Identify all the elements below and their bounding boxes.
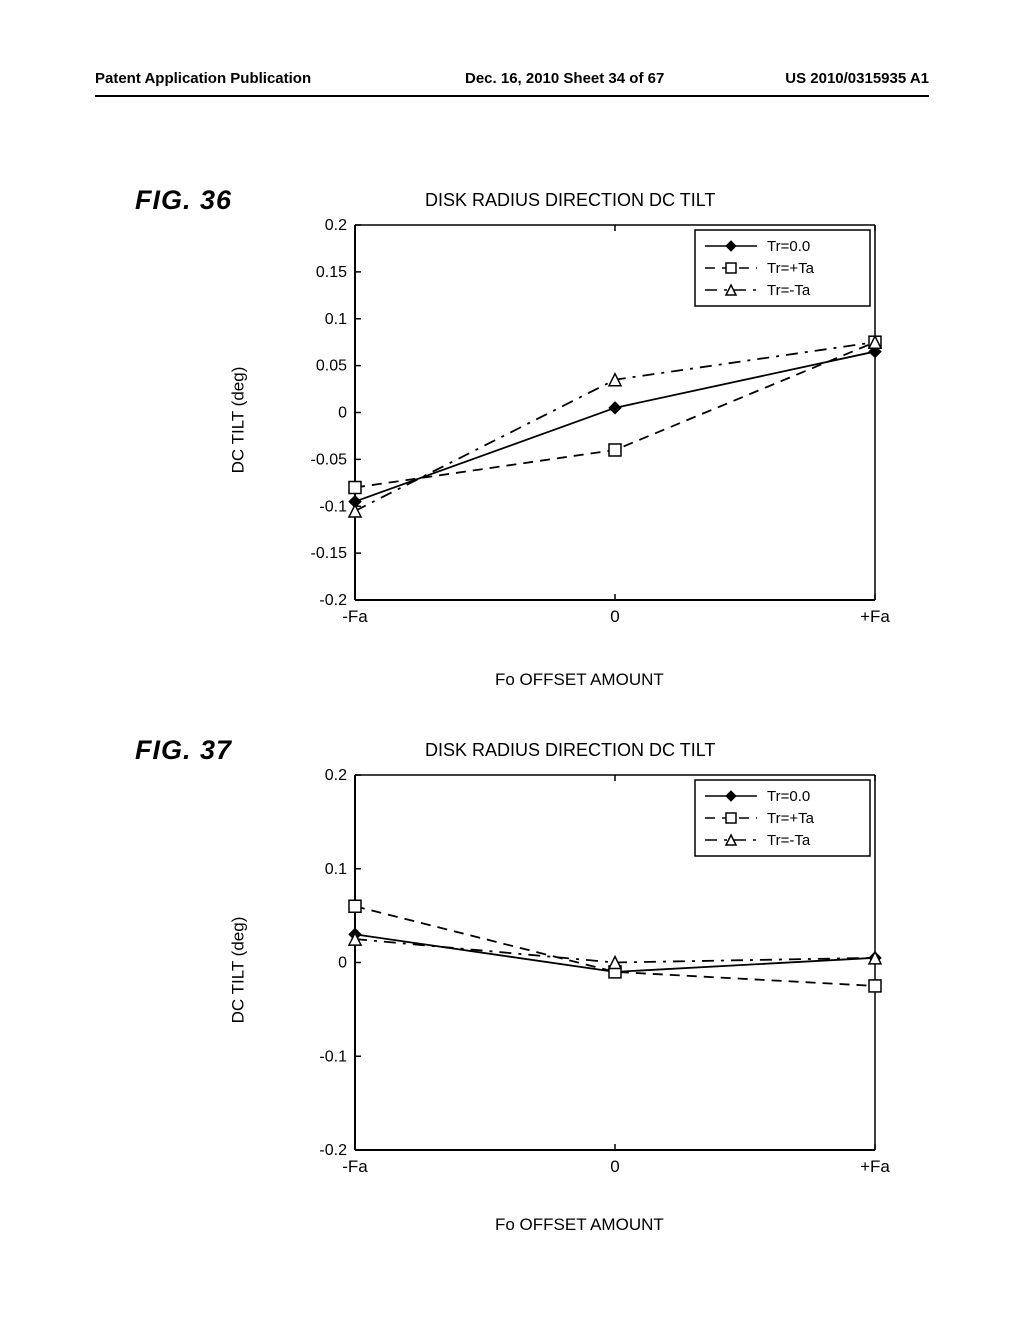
fig37-ylabel: DC TILT (deg)	[228, 917, 248, 1024]
svg-text:-0.05: -0.05	[311, 451, 348, 468]
svg-text:0.2: 0.2	[325, 767, 347, 784]
fig37-title: DISK RADIUS DIRECTION DC TILT	[425, 740, 715, 761]
svg-text:0: 0	[338, 955, 347, 972]
header-right: US 2010/0315935 A1	[785, 70, 929, 87]
svg-text:-0.1: -0.1	[319, 1048, 347, 1065]
svg-text:0.1: 0.1	[325, 311, 347, 328]
header-left: Patent Application Publication	[95, 70, 311, 87]
svg-text:Tr=-Ta: Tr=-Ta	[767, 832, 811, 849]
svg-text:-0.15: -0.15	[311, 545, 348, 562]
fig37-chart: 0.20.10-0.1-0.2-Fa0+FaTr=0.0Tr=+TaTr=-Ta	[300, 765, 890, 1195]
fig36-label: FIG. 36	[135, 185, 232, 216]
fig36-title: DISK RADIUS DIRECTION DC TILT	[425, 190, 715, 211]
svg-text:0.15: 0.15	[316, 264, 347, 281]
svg-text:Tr=+Ta: Tr=+Ta	[767, 260, 815, 277]
fig37-svg: 0.20.10-0.1-0.2-Fa0+FaTr=0.0Tr=+TaTr=-Ta	[300, 765, 890, 1195]
svg-text:0: 0	[610, 1157, 619, 1176]
svg-text:Tr=+Ta: Tr=+Ta	[767, 810, 815, 827]
svg-text:Tr=0.0: Tr=0.0	[767, 788, 810, 805]
svg-text:0.05: 0.05	[316, 358, 347, 375]
header-center: Dec. 16, 2010 Sheet 34 of 67	[465, 70, 664, 87]
fig36-svg: 0.20.150.10.050-0.05-0.1-0.15-0.2-Fa0+Fa…	[300, 215, 890, 645]
svg-text:0: 0	[610, 607, 619, 626]
svg-text:Tr=-Ta: Tr=-Ta	[767, 282, 811, 299]
svg-text:-Fa: -Fa	[342, 1157, 368, 1176]
svg-text:Tr=0.0: Tr=0.0	[767, 238, 810, 255]
fig36-xlabel: Fo OFFSET AMOUNT	[495, 670, 664, 690]
svg-text:0.1: 0.1	[325, 861, 347, 878]
fig36-chart: 0.20.150.10.050-0.05-0.1-0.15-0.2-Fa0+Fa…	[300, 215, 890, 645]
svg-text:-0.1: -0.1	[319, 498, 347, 515]
fig37-label: FIG. 37	[135, 735, 232, 766]
svg-text:+Fa: +Fa	[860, 1157, 890, 1176]
svg-text:+Fa: +Fa	[860, 607, 890, 626]
svg-text:0.2: 0.2	[325, 217, 347, 234]
fig37-xlabel: Fo OFFSET AMOUNT	[495, 1215, 664, 1235]
svg-text:0: 0	[338, 405, 347, 422]
svg-text:-Fa: -Fa	[342, 607, 368, 626]
fig36-ylabel: DC TILT (deg)	[228, 367, 248, 474]
header-rule	[95, 95, 929, 97]
